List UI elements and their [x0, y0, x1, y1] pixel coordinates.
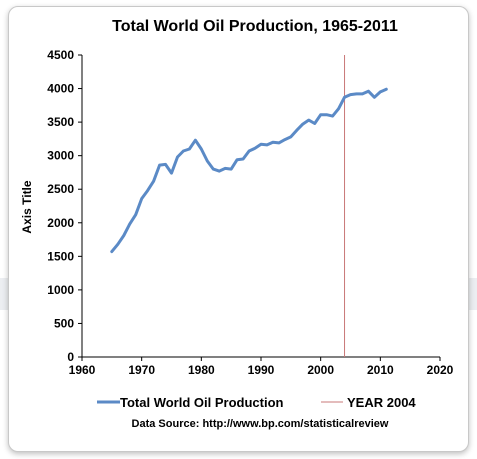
data-point — [319, 113, 322, 116]
data-point — [170, 171, 173, 175]
data-point — [206, 159, 209, 163]
y-axis-title: Axis Title — [20, 180, 34, 233]
x-tick-label: 1970 — [128, 363, 155, 377]
data-point — [200, 147, 203, 151]
y-tick-label: 0 — [67, 350, 74, 364]
chart-title: Total World Oil Production, 1965-2011 — [112, 18, 398, 35]
data-point — [158, 163, 161, 167]
data-point — [361, 92, 364, 96]
data-point — [152, 180, 155, 183]
data-point — [176, 155, 179, 159]
data-point — [253, 147, 257, 150]
data-point — [295, 129, 298, 132]
y-tick-label: 2000 — [47, 216, 74, 230]
data-point — [355, 92, 358, 96]
data-point — [301, 122, 304, 126]
data-point — [164, 163, 167, 166]
data-point — [110, 250, 114, 253]
data-point — [224, 167, 227, 170]
data-point — [367, 90, 370, 93]
data-point — [349, 93, 352, 96]
data-point — [283, 138, 287, 141]
data-point — [265, 143, 269, 147]
data-point — [235, 158, 239, 161]
data-point — [247, 149, 251, 153]
data-point — [218, 169, 221, 173]
legend-label-production: Total World Oil Production — [120, 395, 284, 410]
data-point — [134, 213, 137, 216]
data-point — [241, 157, 245, 161]
x-tick-label: 1980 — [188, 363, 215, 377]
data-point — [230, 167, 233, 171]
chart-frame — [8, 6, 469, 452]
x-tick-label: 2000 — [307, 363, 334, 377]
data-point — [385, 88, 388, 91]
data-source-note: Data Source: http://www.bp.com/statistic… — [132, 418, 389, 430]
data-point — [325, 113, 328, 116]
y-tick-label: 2500 — [47, 182, 74, 196]
data-point — [313, 122, 316, 125]
data-point — [343, 96, 346, 99]
data-point — [373, 96, 376, 99]
y-tick-label: 3000 — [47, 149, 74, 163]
legend: Total World Oil Production YEAR 2004 — [97, 395, 416, 410]
data-point — [116, 243, 120, 246]
legend-label-year-2004: YEAR 2004 — [347, 395, 416, 410]
data-point — [331, 114, 334, 118]
data-point — [140, 197, 143, 200]
y-tick-label: 1500 — [47, 249, 74, 263]
x-tick-label: 2010 — [367, 363, 394, 377]
y-tick-label: 500 — [54, 316, 74, 330]
data-point — [212, 167, 215, 171]
data-point — [259, 143, 263, 146]
data-point — [277, 141, 281, 145]
x-tick-label: 2020 — [427, 363, 454, 377]
y-tick-label: 4500 — [47, 48, 74, 62]
y-tick-label: 3500 — [47, 115, 74, 129]
data-point — [146, 189, 149, 192]
data-point — [379, 90, 382, 94]
data-point — [289, 135, 292, 139]
data-point — [182, 149, 185, 153]
data-point — [337, 107, 340, 110]
data-point — [271, 141, 275, 144]
x-tick-label: 1990 — [248, 363, 275, 377]
plot-area: 0 500 1000 1500 2000 2500 3000 3500 4000 4500 1960… — [47, 48, 453, 377]
data-point — [128, 222, 131, 226]
data-point — [307, 118, 310, 122]
y-tick-label: 1000 — [47, 283, 74, 297]
data-point — [122, 234, 126, 237]
series-line-total-world-oil-production — [110, 87, 388, 254]
data-point — [194, 139, 197, 142]
x-tick-label: 1960 — [69, 363, 96, 377]
y-tick-label: 4000 — [47, 82, 74, 96]
data-point — [188, 147, 191, 151]
